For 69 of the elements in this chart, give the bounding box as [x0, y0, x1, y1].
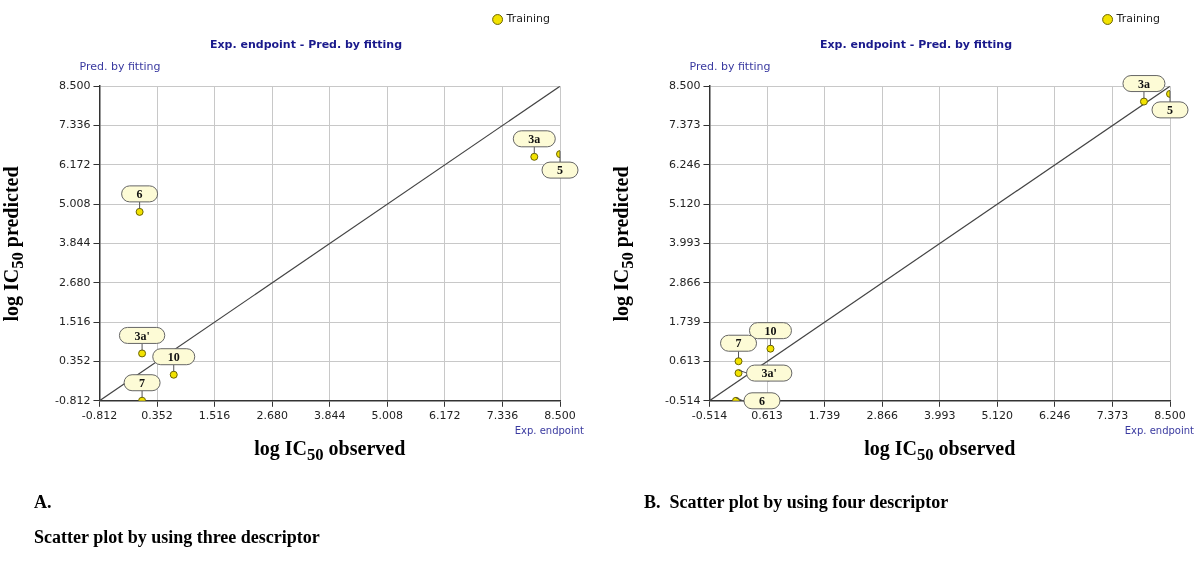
annotation: 6 [758, 393, 765, 408]
x-tick-label: 3.844 [313, 409, 346, 423]
y-tick-label: 3.993 [668, 236, 701, 250]
annotation: 3a [1137, 76, 1150, 91]
annotation: 6 [136, 186, 143, 201]
point [138, 349, 147, 358]
y-tick-label: 8.500 [668, 79, 701, 93]
text: B. Scatter plot by using four descriptor [644, 492, 949, 513]
text: Exp. endpoint [1124, 424, 1194, 436]
x-tick-label: 5.120 [981, 409, 1014, 423]
text: Scatter plot by using three descriptor [34, 527, 320, 548]
annotation: 3a [528, 131, 541, 146]
y-tick-label: 5.120 [668, 197, 701, 211]
y-tick-label: -0.812 [54, 393, 91, 407]
annotation: 5 [1167, 102, 1173, 117]
legend-label: Training [505, 12, 550, 26]
y-tick-label: -0.514 [664, 393, 701, 407]
y-tick-label: 5.008 [58, 197, 91, 211]
y-tick-label: 6.246 [668, 157, 701, 171]
y-tick-label: 6.172 [58, 157, 91, 171]
y-tick-label: 1.516 [58, 315, 91, 329]
y-tick-label: 2.680 [58, 275, 91, 289]
y-tick-label: 3.844 [58, 236, 91, 250]
annotation: 10 [764, 323, 777, 338]
y-tick-label: 8.500 [58, 79, 91, 93]
x-tick-label: 8.500 [1154, 409, 1186, 423]
text: Exp. endpoint [514, 424, 584, 436]
x-tick-label: 7.336 [486, 409, 519, 423]
x-tick-label: 3.993 [923, 409, 956, 423]
annotation: 7 [139, 375, 146, 390]
annotation: 7 [735, 336, 742, 351]
point [1139, 97, 1148, 106]
text: Pred. by fitting [79, 60, 161, 74]
annotation: 5 [557, 163, 563, 178]
y-tick-label: 0.352 [58, 354, 91, 368]
y-tick-label: 7.336 [58, 118, 91, 132]
x-tick-label: 7.373 [1096, 409, 1129, 423]
x-tick-label: 0.352 [141, 409, 173, 423]
x-axis-title: log IC$_{50}$ observed [253, 436, 407, 465]
x-tick-label: 0.613 [751, 409, 783, 423]
x-tick-label: 8.500 [544, 409, 576, 423]
x-tick-label: -0.812 [81, 409, 118, 423]
x-tick-label: 5.008 [371, 409, 404, 423]
legend-label: Training [1115, 12, 1160, 26]
y-tick-label: 0.613 [668, 354, 701, 368]
text: A. [34, 492, 53, 513]
point [135, 207, 144, 216]
x-tick-label: 6.172 [429, 409, 461, 423]
chart-title: Exp. endpoint - Pred. by fitting [209, 38, 403, 52]
annotation: 3a' [134, 328, 150, 343]
x-tick-label: -0.514 [691, 409, 728, 423]
point [734, 357, 743, 366]
annotation: 10 [167, 349, 180, 364]
x-tick-label: 6.246 [1039, 409, 1071, 423]
x-tick-label: 2.680 [256, 409, 288, 423]
x-tick-label: 1.739 [808, 409, 841, 423]
y-tick-label: 1.739 [668, 315, 701, 329]
point [169, 370, 178, 379]
point [766, 344, 775, 353]
x-axis-title: log IC$_{50}$ observed [863, 436, 1017, 465]
chart-title: Exp. endpoint - Pred. by fitting [819, 38, 1013, 52]
x-tick-label: 2.866 [866, 409, 898, 423]
annotation: 3a' [761, 366, 777, 381]
point [530, 152, 539, 161]
point [734, 369, 743, 378]
text: Pred. by fitting [689, 60, 771, 74]
y-tick-label: 7.373 [668, 118, 701, 132]
x-tick-label: 1.516 [198, 409, 231, 423]
y-tick-label: 2.866 [668, 275, 701, 289]
